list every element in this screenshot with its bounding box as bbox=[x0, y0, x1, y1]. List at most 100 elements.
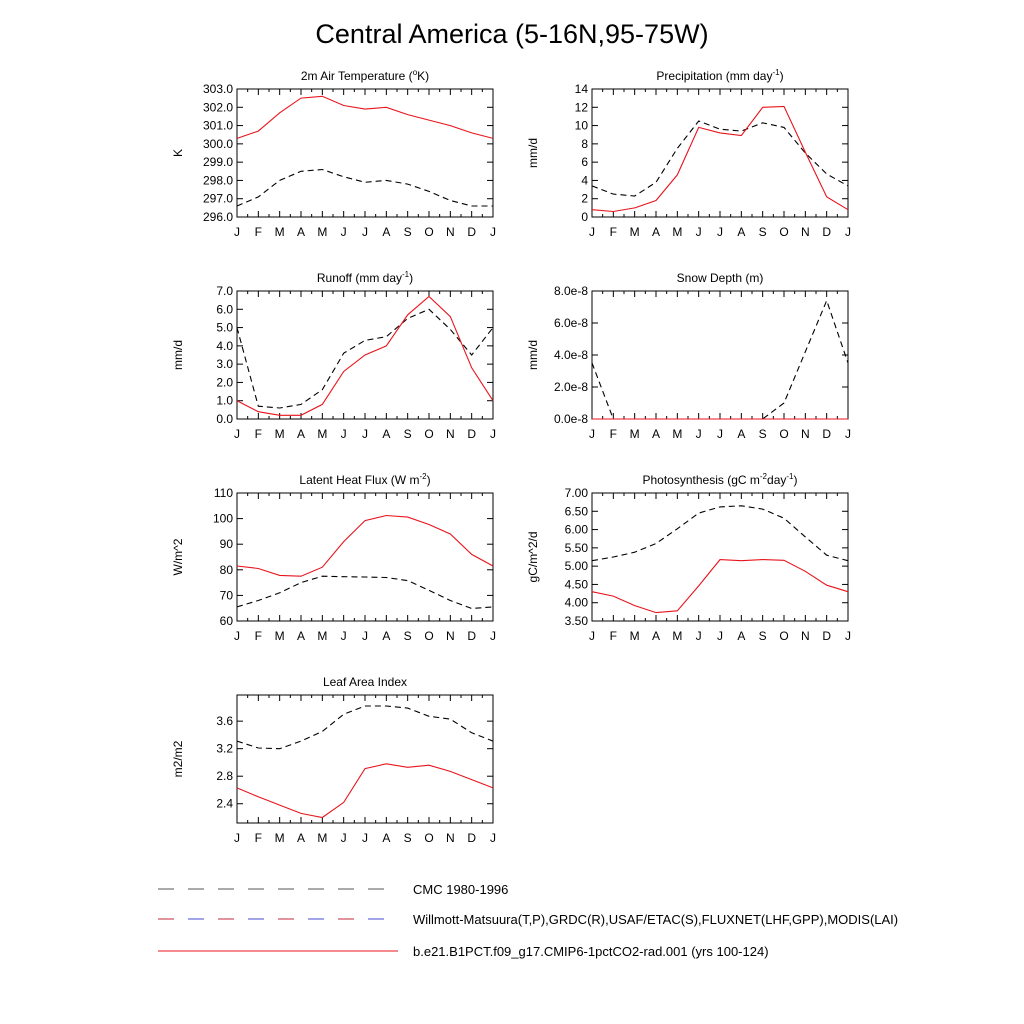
x-tick-label: F bbox=[610, 629, 617, 643]
x-tick-label: A bbox=[652, 629, 660, 643]
model-series-line bbox=[591, 559, 849, 614]
y-tick-label: 2 bbox=[581, 192, 588, 206]
x-tick-label: D bbox=[822, 427, 831, 441]
obs-series-line bbox=[236, 705, 494, 750]
y-tick-label: 12 bbox=[575, 100, 589, 114]
x-tick-label: J bbox=[845, 225, 851, 239]
y-tick-label: 0 bbox=[581, 210, 588, 224]
x-tick-label: M bbox=[275, 225, 285, 239]
y-tick-label: 60 bbox=[220, 614, 234, 628]
x-tick-label: J bbox=[589, 427, 595, 441]
y-axis-label: K bbox=[171, 149, 185, 157]
x-tick-label: A bbox=[382, 427, 390, 441]
chart-panel-3: J F M A M J J A S O N D J0.01.02.03.04.05.06.07.0Run… bbox=[171, 270, 496, 441]
model-series-line bbox=[236, 95, 494, 139]
y-tick-label: 297.0 bbox=[203, 192, 233, 206]
panel-title: Runoff (mm day-1) bbox=[317, 270, 413, 285]
x-tick-label: J bbox=[696, 225, 702, 239]
panel-title: Photosynthesis (gC m-2day-1) bbox=[643, 472, 798, 487]
x-tick-label: J bbox=[589, 225, 595, 239]
x-tick-label: M bbox=[672, 629, 682, 643]
x-tick-label: J bbox=[845, 629, 851, 643]
x-tick-label: J bbox=[362, 629, 368, 643]
plot-frame bbox=[591, 492, 849, 622]
x-tick-label: M bbox=[630, 427, 640, 441]
y-tick-label: 6.50 bbox=[565, 504, 589, 518]
x-tick-label: A bbox=[382, 225, 390, 239]
x-tick-label: J bbox=[341, 225, 347, 239]
y-tick-label: 301.0 bbox=[203, 119, 233, 133]
legend: CMC 1980-1996 Willmott-Matsuura(T,P),GRDC… bbox=[158, 882, 898, 959]
panel-title: Leaf Area Index bbox=[323, 675, 407, 689]
y-tick-label: 5.0 bbox=[216, 321, 233, 335]
model-series-line bbox=[236, 763, 494, 819]
x-tick-label: S bbox=[759, 629, 767, 643]
y-tick-label: 2.4 bbox=[216, 797, 233, 811]
x-tick-label: O bbox=[779, 225, 788, 239]
y-tick-label: 6.00 bbox=[565, 523, 589, 537]
x-tick-label: F bbox=[610, 427, 617, 441]
y-tick-label: 2.0 bbox=[216, 375, 233, 389]
y-tick-label: 8 bbox=[581, 137, 588, 151]
x-tick-label: S bbox=[404, 225, 412, 239]
panel-title: Latent Heat Flux (W m-2) bbox=[299, 472, 430, 487]
plot-frame bbox=[236, 492, 494, 622]
plot-frame bbox=[591, 88, 849, 218]
y-tick-label: 3.50 bbox=[565, 614, 589, 628]
x-tick-label: A bbox=[297, 831, 305, 845]
x-tick-label: F bbox=[255, 629, 262, 643]
x-tick-label: D bbox=[467, 225, 476, 239]
x-tick-label: D bbox=[467, 629, 476, 643]
obs-series-line bbox=[236, 575, 494, 610]
x-tick-label: A bbox=[652, 427, 660, 441]
x-tick-label: N bbox=[801, 629, 810, 643]
x-tick-label: F bbox=[255, 831, 262, 845]
x-tick-label: M bbox=[317, 831, 327, 845]
y-tick-label: 5.00 bbox=[565, 559, 589, 573]
plot-frame bbox=[236, 88, 494, 218]
x-tick-label: S bbox=[759, 427, 767, 441]
y-tick-label: 4.0e-8 bbox=[554, 348, 588, 362]
x-tick-label: O bbox=[779, 629, 788, 643]
x-tick-label: A bbox=[652, 225, 660, 239]
x-tick-label: J bbox=[362, 427, 368, 441]
y-tick-label: 4 bbox=[581, 173, 588, 187]
plot-frame bbox=[591, 290, 849, 420]
x-tick-label: J bbox=[362, 225, 368, 239]
x-tick-label: J bbox=[490, 629, 496, 643]
x-tick-label: N bbox=[801, 427, 810, 441]
legend-label: Willmott-Matsuura(T,P),GRDC(R),USAF/ETAC… bbox=[413, 912, 898, 927]
x-tick-label: M bbox=[672, 427, 682, 441]
x-tick-label: O bbox=[424, 831, 433, 845]
x-tick-label: F bbox=[610, 225, 617, 239]
x-tick-label: M bbox=[672, 225, 682, 239]
x-tick-label: J bbox=[717, 427, 723, 441]
x-tick-label: A bbox=[297, 629, 305, 643]
x-tick-label: J bbox=[341, 427, 347, 441]
y-tick-label: 110 bbox=[214, 486, 233, 500]
x-tick-label: A bbox=[297, 427, 305, 441]
x-tick-label: J bbox=[234, 629, 240, 643]
x-tick-label: D bbox=[822, 225, 831, 239]
x-tick-label: N bbox=[446, 831, 455, 845]
legend-item: Willmott-Matsuura(T,P),GRDC(R),USAF/ETAC… bbox=[158, 912, 898, 927]
x-tick-label: N bbox=[446, 629, 455, 643]
x-tick-label: N bbox=[446, 427, 455, 441]
y-tick-label: 299.0 bbox=[203, 155, 233, 169]
x-tick-label: S bbox=[404, 427, 412, 441]
x-tick-label: M bbox=[275, 427, 285, 441]
legend-label: CMC 1980-1996 bbox=[413, 882, 508, 897]
y-axis-label: m2/m2 bbox=[171, 740, 185, 777]
x-tick-label: S bbox=[759, 225, 767, 239]
x-tick-label: A bbox=[382, 629, 390, 643]
legend-label: b.e21.B1PCT.f09_g17.CMIP6-1pctCO2-rad.00… bbox=[413, 944, 769, 959]
x-tick-label: M bbox=[630, 629, 640, 643]
x-tick-label: J bbox=[845, 427, 851, 441]
y-tick-label: 4.50 bbox=[565, 577, 589, 591]
y-axis-label: mm/d bbox=[526, 138, 540, 168]
x-tick-label: J bbox=[234, 225, 240, 239]
x-tick-label: J bbox=[490, 831, 496, 845]
x-tick-label: J bbox=[717, 225, 723, 239]
